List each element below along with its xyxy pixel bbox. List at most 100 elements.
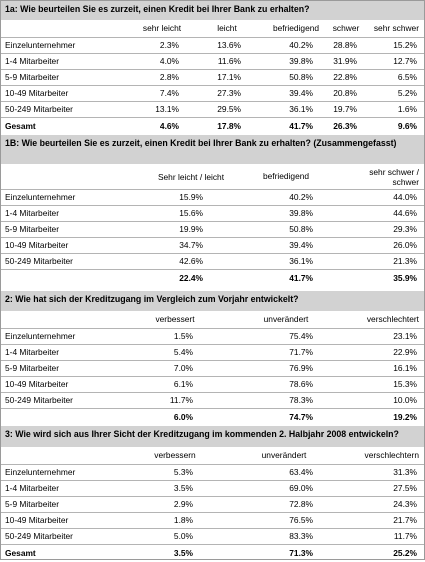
cell-value: 5.4% xyxy=(173,347,193,358)
cell-value: 21.3% xyxy=(393,256,417,267)
col-header: sehr schwer / schwer xyxy=(369,166,419,187)
table-row: Einzelunternehmer 5.3% 63.4% 31.3% xyxy=(1,465,424,481)
cell-value: 15.9% xyxy=(179,192,203,203)
cell-value: 17.8% xyxy=(217,121,241,132)
row-label: 10-49 Mitarbeiter xyxy=(5,240,69,251)
table-row: Einzelunternehmer 1.5% 75.4% 23.1% xyxy=(1,329,424,345)
row-label: 5-9 Mitarbeiter xyxy=(5,363,59,374)
cell-value: 39.4% xyxy=(289,240,313,251)
table-row: Einzelunternehmer 2.3% 13.6% 40.2% 28.8%… xyxy=(1,38,424,54)
row-label: 50-249 Mitarbeiter xyxy=(5,395,73,406)
cell-value: 69.0% xyxy=(289,483,313,494)
section-1a-title: 1a: Wie beurteilen Sie es zurzeit, einen… xyxy=(1,1,424,20)
col-header: verschlechtert xyxy=(366,314,419,325)
cell-value: 34.7% xyxy=(179,240,203,251)
table-row: 50-249 Mitarbeiter 13.1% 29.5% 36.1% 19.… xyxy=(1,102,424,118)
row-label: Einzelunternehmer xyxy=(5,331,76,342)
cell-value: 6.1% xyxy=(173,379,193,390)
cell-value: 2.9% xyxy=(173,499,193,510)
section-3: 3: Wie wird sich aus Ihrer Sicht der Kre… xyxy=(1,426,424,562)
cell-value: 22.8% xyxy=(333,72,357,83)
cell-value: 36.1% xyxy=(289,256,313,267)
cell-value: 35.9% xyxy=(393,273,417,284)
col-header: befriedigend xyxy=(262,171,310,182)
cell-value: 13.1% xyxy=(155,104,179,115)
cell-value: 4.0% xyxy=(159,56,179,67)
cell-value: 63.4% xyxy=(289,467,313,478)
row-label: 5-9 Mitarbeiter xyxy=(5,499,59,510)
cell-value: 11.7% xyxy=(169,395,193,406)
cell-value: 42.6% xyxy=(179,256,203,267)
cell-value: 29.3% xyxy=(393,224,417,235)
cell-value: 50.8% xyxy=(289,72,313,83)
cell-value: 11.7% xyxy=(393,531,417,542)
col-header: sehr schwer xyxy=(373,23,419,34)
cell-value: 4.6% xyxy=(159,121,179,132)
cell-value: 39.8% xyxy=(289,56,313,67)
section-1a: 1a: Wie beurteilen Sie es zurzeit, einen… xyxy=(1,1,424,135)
table-row: 50-249 Mitarbeiter 5.0% 83.3% 11.7% xyxy=(1,529,424,545)
cell-value: 5.3% xyxy=(173,467,193,478)
cell-value: 19.7% xyxy=(333,104,357,115)
row-label: Gesamt xyxy=(5,548,36,559)
col-header: verschlechtern xyxy=(364,450,419,461)
cell-value: 1.6% xyxy=(397,104,417,115)
cell-value: 22.9% xyxy=(393,347,417,358)
col-header: unverändert xyxy=(263,314,309,325)
table-row: 5-9 Mitarbeiter 7.0% 76.9% 16.1% xyxy=(1,361,424,377)
cell-value: 15.2% xyxy=(393,40,417,51)
cell-value: 26.3% xyxy=(333,121,357,132)
cell-value: 41.7% xyxy=(289,121,313,132)
cell-value: 19.9% xyxy=(179,224,203,235)
cell-value: 19.2% xyxy=(393,412,417,423)
cell-value: 27.3% xyxy=(217,88,241,99)
cell-value: 78.6% xyxy=(289,379,313,390)
cell-value: 12.7% xyxy=(393,56,417,67)
cell-value: 20.8% xyxy=(333,88,357,99)
cell-value: 7.0% xyxy=(173,363,193,374)
table-row: 50-249 Mitarbeiter 11.7% 78.3% 10.0% xyxy=(1,393,424,409)
section-2-title: 2: Wie hat sich der Kreditzugang im Verg… xyxy=(1,291,424,311)
table-row: 5-9 Mitarbeiter 2.8% 17.1% 50.8% 22.8% 6… xyxy=(1,70,424,86)
section-3-title: 3: Wie wird sich aus Ihrer Sicht der Kre… xyxy=(1,426,424,447)
table-row: 10-49 Mitarbeiter 34.7% 39.4% 26.0% xyxy=(1,238,424,254)
section-3-header-row: verbessern unverändert verschlechtern xyxy=(1,447,424,465)
table-row: 5-9 Mitarbeiter 19.9% 50.8% 29.3% xyxy=(1,222,424,238)
cell-value: 15.3% xyxy=(393,379,417,390)
cell-value: 44.0% xyxy=(393,192,417,203)
col-header: leicht xyxy=(217,23,237,34)
cell-value: 44.6% xyxy=(393,208,417,219)
row-label: 50-249 Mitarbeiter xyxy=(5,104,73,115)
section-1b-header-row: Sehr leicht / leicht befriedigend sehr s… xyxy=(1,164,424,190)
row-label: 1-4 Mitarbeiter xyxy=(5,208,59,219)
cell-value: 78.3% xyxy=(289,395,313,406)
table-row: 10-49 Mitarbeiter 6.1% 78.6% 15.3% xyxy=(1,377,424,393)
cell-value: 11.6% xyxy=(217,56,241,67)
row-label: 50-249 Mitarbeiter xyxy=(5,256,73,267)
table-row: Einzelunternehmer 15.9% 40.2% 44.0% xyxy=(1,190,424,206)
cell-value: 75.4% xyxy=(289,331,313,342)
cell-value: 26.0% xyxy=(393,240,417,251)
cell-value: 5.0% xyxy=(173,531,193,542)
cell-value: 25.2% xyxy=(393,548,417,559)
table-row: 1-4 Mitarbeiter 4.0% 11.6% 39.8% 31.9% 1… xyxy=(1,54,424,70)
cell-value: 27.5% xyxy=(393,483,417,494)
cell-value: 41.7% xyxy=(289,273,313,284)
cell-value: 76.9% xyxy=(289,363,313,374)
row-label: 10-49 Mitarbeiter xyxy=(5,515,69,526)
cell-value: 40.2% xyxy=(289,40,313,51)
row-label: Einzelunternehmer xyxy=(5,40,76,51)
cell-value: 10.0% xyxy=(393,395,417,406)
row-label: 10-49 Mitarbeiter xyxy=(5,88,69,99)
cell-value: 39.8% xyxy=(289,208,313,219)
cell-value: 29.5% xyxy=(217,104,241,115)
row-label: 5-9 Mitarbeiter xyxy=(5,224,59,235)
total-row: 22.4% 41.7% 35.9% xyxy=(1,270,424,287)
cell-value: 9.6% xyxy=(397,121,417,132)
cell-value: 71.7% xyxy=(289,347,313,358)
cell-value: 21.7% xyxy=(393,515,417,526)
cell-value: 6.5% xyxy=(397,72,417,83)
section-2-header-row: verbessert unverändert verschlechtert xyxy=(1,311,424,329)
cell-value: 40.2% xyxy=(289,192,313,203)
